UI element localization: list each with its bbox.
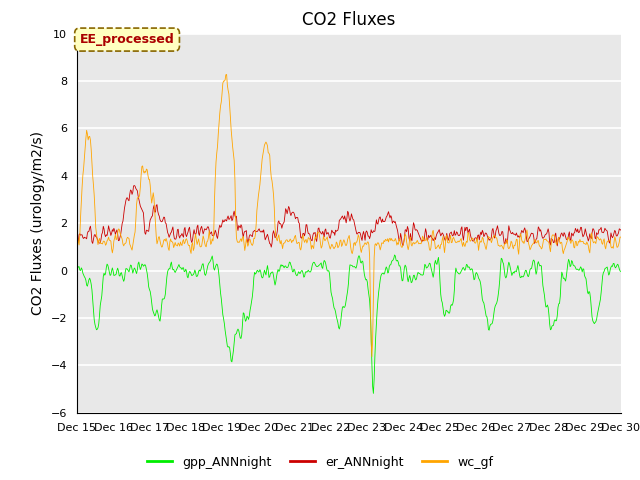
gpp_ANNnight [417,271,424,277]
Line: er_ANNnight: er_ANNnight [77,186,621,247]
gpp_ANNnight [433,261,440,266]
Title: CO2 Fluxes: CO2 Fluxes [302,11,396,29]
er_ANNnight [268,244,275,250]
er_ANNnight [223,215,231,220]
gpp_ANNnight [617,269,625,275]
wc_gf [194,239,202,245]
wc_gf [73,234,81,240]
Y-axis label: CO2 Fluxes (urology/m2/s): CO2 Fluxes (urology/m2/s) [31,131,45,315]
er_ANNnight [83,236,90,242]
gpp_ANNnight [223,338,230,344]
wc_gf [83,128,90,133]
gpp_ANNnight [73,265,81,271]
Text: EE_processed: EE_processed [80,33,175,46]
wc_gf [433,245,440,251]
er_ANNnight [417,236,424,241]
wc_gf [617,234,625,240]
er_ANNnight [617,227,625,233]
er_ANNnight [73,234,81,240]
Line: wc_gf: wc_gf [77,74,621,357]
gpp_ANNnight [369,391,377,396]
er_ANNnight [195,230,202,236]
er_ANNnight [433,233,440,239]
Line: gpp_ANNnight: gpp_ANNnight [77,255,621,394]
wc_gf [223,83,231,88]
gpp_ANNnight [194,272,202,278]
wc_gf [417,240,424,246]
wc_gf [139,163,147,169]
Legend: gpp_ANNnight, er_ANNnight, wc_gf: gpp_ANNnight, er_ANNnight, wc_gf [142,451,498,474]
wc_gf [368,354,376,360]
gpp_ANNnight [391,252,399,258]
er_ANNnight [131,183,138,189]
gpp_ANNnight [139,262,147,267]
er_ANNnight [140,210,147,216]
gpp_ANNnight [83,282,90,288]
wc_gf [223,72,230,77]
